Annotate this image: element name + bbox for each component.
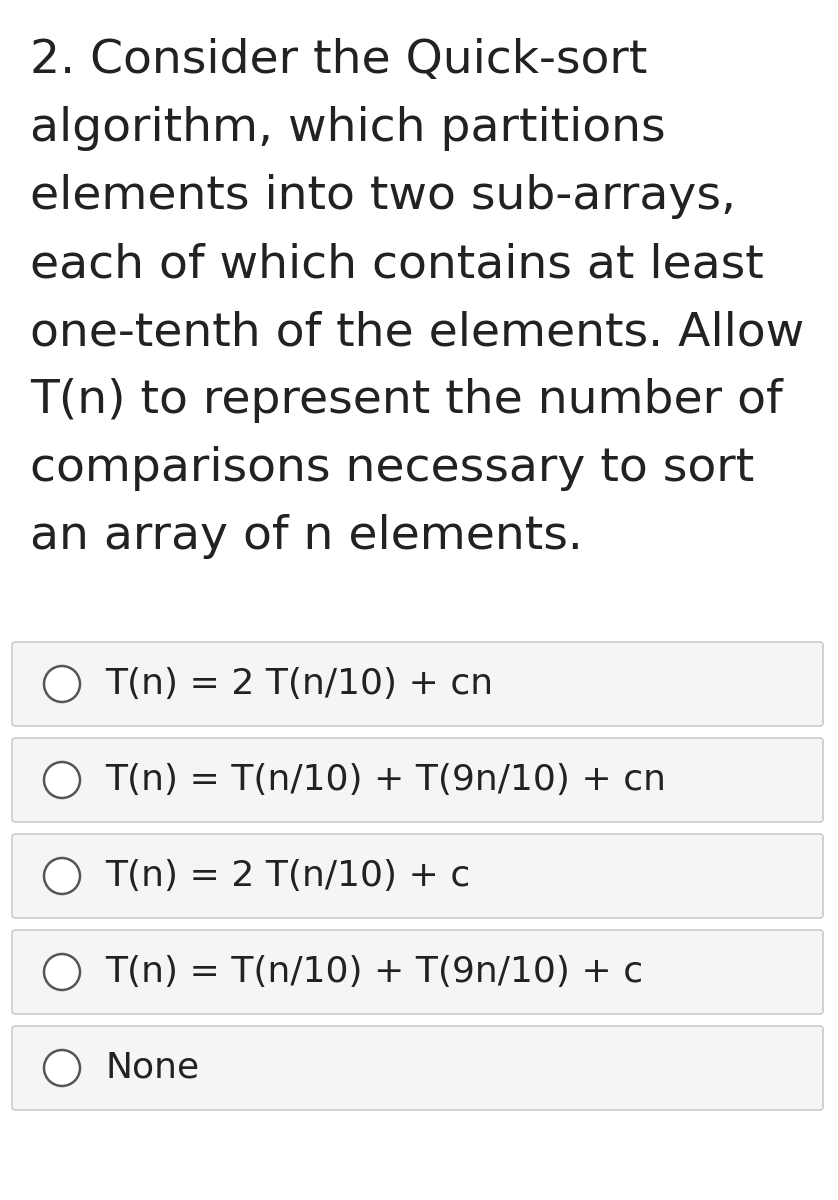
Text: one-tenth of the elements. Allow: one-tenth of the elements. Allow	[30, 310, 804, 355]
Text: elements into two sub-arrays,: elements into two sub-arrays,	[30, 174, 736, 218]
FancyBboxPatch shape	[12, 738, 823, 822]
Text: each of which contains at least: each of which contains at least	[30, 242, 763, 287]
FancyBboxPatch shape	[12, 1026, 823, 1110]
Ellipse shape	[44, 954, 80, 990]
Text: T(n) = 2 T(n/10) + cn: T(n) = 2 T(n/10) + cn	[105, 667, 493, 701]
Ellipse shape	[44, 666, 80, 702]
Text: 2. Consider the Quick-sort: 2. Consider the Quick-sort	[30, 38, 648, 83]
FancyBboxPatch shape	[12, 930, 823, 1014]
FancyBboxPatch shape	[12, 642, 823, 726]
FancyBboxPatch shape	[12, 834, 823, 918]
Text: algorithm, which partitions: algorithm, which partitions	[30, 106, 665, 151]
Ellipse shape	[44, 858, 80, 894]
Text: T(n) = 2 T(n/10) + c: T(n) = 2 T(n/10) + c	[105, 859, 470, 893]
Text: T(n) = T(n/10) + T(9n/10) + cn: T(n) = T(n/10) + T(9n/10) + cn	[105, 763, 666, 797]
Text: comparisons necessary to sort: comparisons necessary to sort	[30, 446, 754, 491]
Text: an array of n elements.: an array of n elements.	[30, 514, 583, 559]
Text: T(n) = T(n/10) + T(9n/10) + c: T(n) = T(n/10) + T(9n/10) + c	[105, 955, 643, 989]
Text: None: None	[105, 1051, 199, 1085]
Text: T(n) to represent the number of: T(n) to represent the number of	[30, 378, 783, 422]
Ellipse shape	[44, 1050, 80, 1086]
Ellipse shape	[44, 762, 80, 798]
